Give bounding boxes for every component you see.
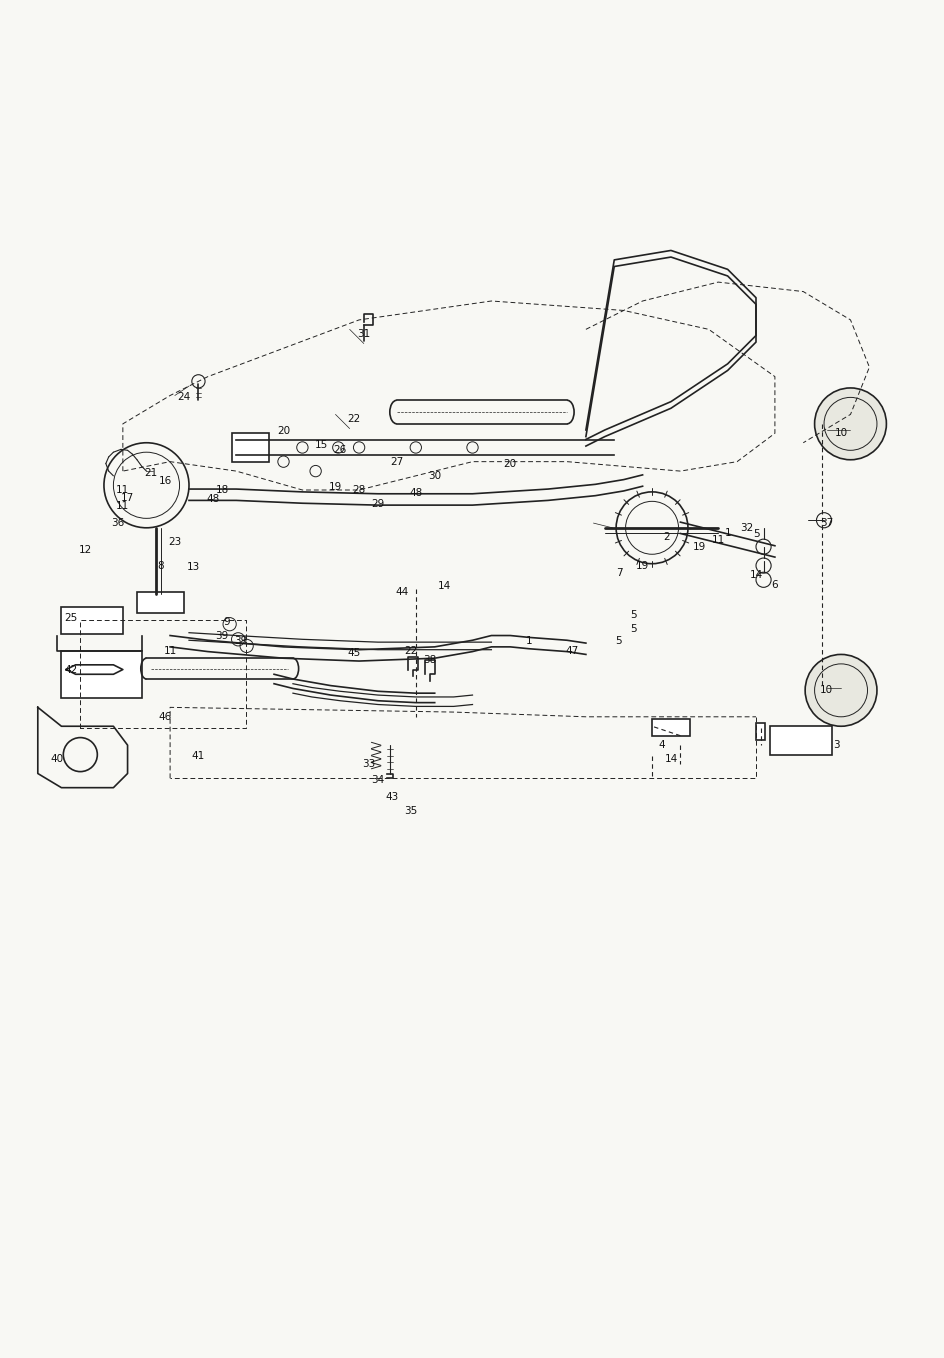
Text: 22: 22	[347, 414, 361, 424]
Text: 25: 25	[64, 612, 77, 622]
Text: 31: 31	[357, 329, 370, 340]
Text: 14: 14	[749, 570, 762, 580]
Text: 5: 5	[629, 610, 636, 619]
Text: 44: 44	[395, 587, 408, 598]
Text: 39: 39	[234, 636, 247, 646]
Text: 1: 1	[525, 636, 532, 646]
FancyBboxPatch shape	[137, 592, 184, 612]
Text: 14: 14	[437, 581, 450, 591]
Text: 21: 21	[144, 469, 158, 478]
Text: 6: 6	[770, 580, 778, 589]
Text: 9: 9	[223, 618, 230, 627]
Text: 48: 48	[409, 488, 422, 498]
Text: 42: 42	[64, 664, 77, 675]
Text: 11: 11	[711, 535, 724, 545]
Text: 39: 39	[215, 631, 228, 641]
Text: 41: 41	[192, 751, 205, 762]
Text: 16: 16	[159, 475, 172, 486]
Text: 11: 11	[116, 501, 129, 511]
Text: 18: 18	[215, 485, 228, 496]
Text: 24: 24	[177, 392, 191, 402]
Text: 2: 2	[662, 532, 669, 542]
Text: 12: 12	[78, 545, 92, 554]
Text: 45: 45	[347, 648, 361, 657]
Text: 10: 10	[834, 428, 847, 439]
Text: 36: 36	[111, 517, 125, 528]
Text: 37: 37	[819, 517, 833, 528]
Text: 22: 22	[404, 645, 417, 656]
Text: 11: 11	[163, 645, 177, 656]
Text: 5: 5	[615, 636, 622, 646]
Text: 30: 30	[428, 471, 441, 481]
Text: 7: 7	[615, 568, 622, 579]
Text: 5: 5	[751, 530, 759, 539]
Text: 48: 48	[206, 494, 219, 504]
Text: 27: 27	[390, 456, 403, 467]
Text: 19: 19	[329, 482, 342, 492]
Text: 19: 19	[635, 561, 649, 570]
Text: 40: 40	[50, 754, 63, 765]
Text: 14: 14	[664, 754, 677, 765]
Text: 34: 34	[371, 775, 384, 785]
Text: 5: 5	[629, 623, 636, 634]
FancyBboxPatch shape	[61, 607, 123, 634]
Text: 4: 4	[657, 740, 665, 750]
Text: 8: 8	[157, 561, 164, 570]
Text: 32: 32	[739, 523, 752, 532]
Text: 28: 28	[352, 485, 365, 496]
Text: 20: 20	[503, 459, 516, 469]
Text: 17: 17	[121, 493, 134, 502]
FancyBboxPatch shape	[231, 433, 269, 462]
Text: 33: 33	[362, 759, 375, 769]
Text: 13: 13	[187, 562, 200, 573]
Circle shape	[804, 655, 876, 727]
Text: 38: 38	[423, 655, 436, 665]
Text: 15: 15	[314, 440, 328, 449]
Text: 20: 20	[277, 426, 290, 436]
Text: 11: 11	[116, 485, 129, 496]
Text: 3: 3	[832, 740, 839, 750]
FancyBboxPatch shape	[769, 727, 831, 755]
Text: 1: 1	[723, 528, 731, 539]
Text: 26: 26	[333, 445, 346, 455]
Text: 47: 47	[565, 645, 578, 656]
Text: 46: 46	[159, 712, 172, 722]
Text: 19: 19	[692, 542, 705, 551]
Text: 23: 23	[168, 536, 181, 547]
FancyBboxPatch shape	[755, 724, 765, 740]
Text: 43: 43	[385, 792, 398, 803]
Text: 35: 35	[404, 807, 417, 816]
Text: 10: 10	[819, 686, 833, 695]
Circle shape	[814, 388, 885, 460]
FancyBboxPatch shape	[61, 650, 142, 698]
Text: 29: 29	[371, 500, 384, 509]
FancyBboxPatch shape	[651, 718, 689, 736]
